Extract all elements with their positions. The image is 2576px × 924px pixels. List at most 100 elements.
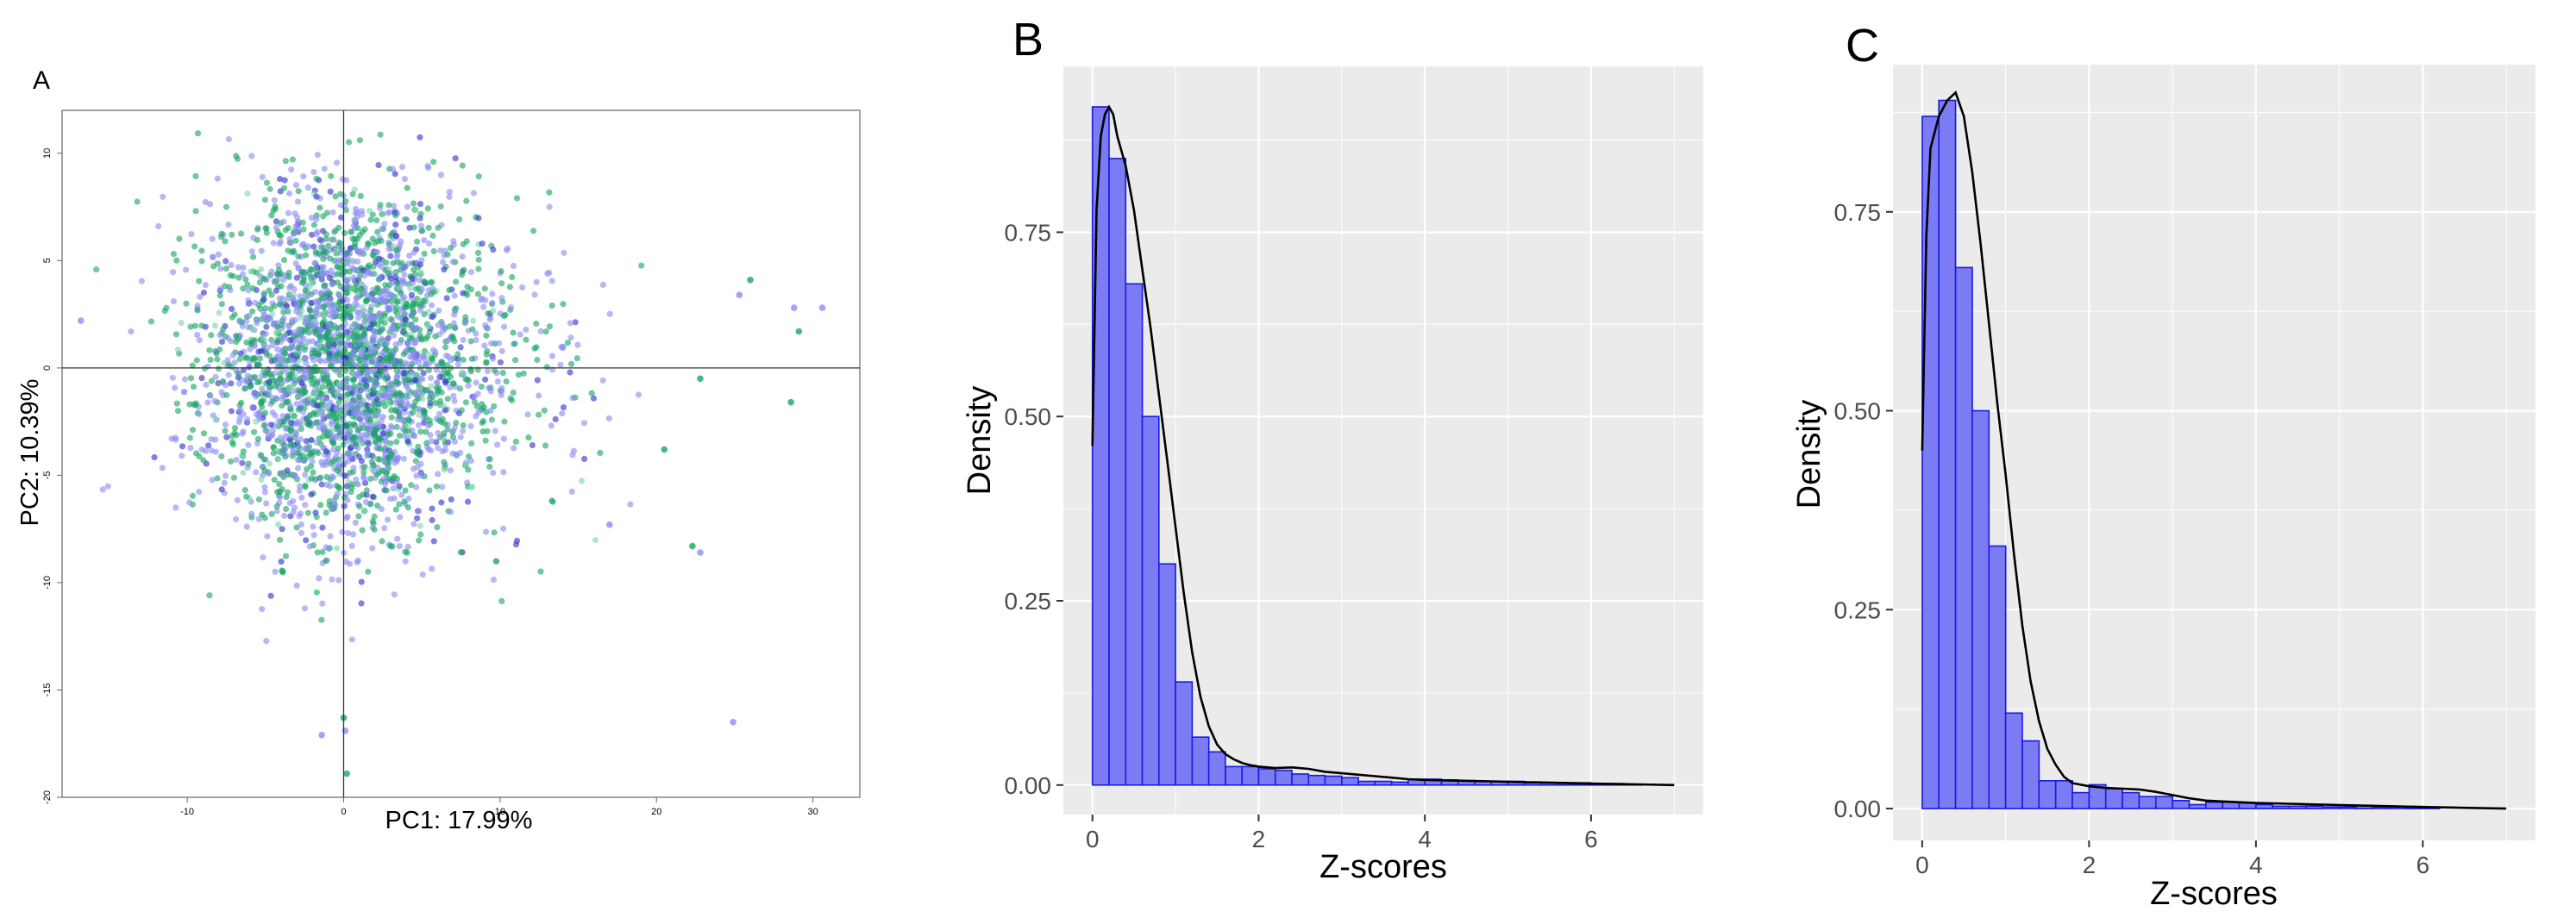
scatter-point (302, 287, 309, 294)
panel-b-y-ticks: 0.00 0.25 0.50 0.75 (1005, 219, 1063, 799)
scatter-point (326, 354, 333, 361)
scatter-point (430, 159, 437, 165)
scatter-point (416, 277, 423, 284)
scatter-point (286, 337, 293, 344)
scatter-point (500, 525, 507, 532)
scatter-point (282, 425, 290, 432)
scatter-point (434, 524, 441, 531)
scatter-point (268, 510, 275, 517)
scatter-point (279, 569, 286, 576)
scatter-point (263, 638, 270, 645)
scatter-point (259, 385, 266, 392)
scatter-point (260, 296, 267, 303)
scatter-point (404, 439, 411, 446)
scatter-point (324, 378, 331, 385)
scatter-point (334, 159, 341, 166)
scatter-point (333, 324, 340, 331)
scatter-point (170, 298, 178, 305)
scatter-point (360, 475, 367, 482)
scatter-point (536, 392, 542, 399)
scatter-point (240, 285, 247, 292)
scatter-point (457, 549, 464, 556)
scatter-point (288, 166, 295, 173)
scatter-point (305, 243, 312, 250)
scatter-point (369, 493, 376, 500)
scatter-point (328, 421, 335, 428)
scatter-point (207, 392, 214, 399)
scatter-point (277, 300, 284, 308)
scatter-point (356, 382, 363, 389)
scatter-point (189, 427, 197, 434)
scatter-point (560, 301, 567, 308)
scatter-point (294, 226, 301, 233)
scatter-point (335, 350, 342, 357)
scatter-point (303, 438, 310, 445)
scatter-point (259, 173, 266, 180)
scatter-point (353, 267, 360, 274)
scatter-point (187, 375, 195, 382)
scatter-point (351, 186, 358, 193)
y-tick-label: 0.00 (1005, 772, 1052, 799)
y-tick-label: -15 (42, 684, 53, 697)
scatter-point (172, 434, 179, 441)
scatter-point (189, 362, 196, 369)
scatter-point (423, 386, 429, 393)
scatter-point (456, 385, 464, 392)
scatter-point (274, 489, 281, 496)
scatter-point (421, 311, 428, 318)
scatter-point (391, 472, 398, 480)
scatter-point (208, 447, 215, 454)
scatter-point (354, 354, 361, 361)
scatter-point (537, 568, 544, 575)
scatter-point (429, 232, 436, 239)
scatter-point (254, 379, 261, 386)
panel-a-pca-scatter: A -10 0 10 20 30 10 5 0 -5 -10 -15 -20 PC1: 17.99%… (16, 66, 861, 834)
scatter-point (370, 319, 377, 327)
scatter-point (344, 513, 351, 520)
scatter-point (377, 446, 384, 453)
scatter-point (359, 304, 366, 311)
scatter-point (730, 719, 736, 726)
scatter-point (286, 329, 293, 336)
scatter-point (338, 407, 345, 414)
scatter-point (374, 411, 381, 418)
scatter-point (283, 357, 290, 364)
scatter-point (420, 370, 427, 377)
scatter-point (795, 328, 803, 335)
scatter-point (356, 412, 363, 419)
scatter-point (274, 337, 281, 344)
scatter-point (295, 443, 302, 450)
scatter-point (391, 332, 398, 339)
scatter-point (311, 386, 318, 393)
scatter-point (267, 592, 274, 599)
scatter-point (414, 515, 421, 521)
scatter-point (279, 446, 286, 453)
scatter-point (506, 284, 513, 290)
scatter-point (488, 340, 495, 346)
scatter-point (291, 472, 298, 479)
scatter-point (179, 453, 185, 459)
scatter-point (147, 318, 154, 325)
scatter-point (191, 243, 198, 250)
scatter-point (441, 266, 448, 273)
scatter-point (498, 597, 505, 605)
scatter-point (292, 182, 300, 189)
scatter-point (529, 441, 536, 449)
scatter-point (438, 499, 445, 506)
scatter-point (352, 440, 359, 447)
scatter-point (448, 509, 454, 515)
scatter-point (277, 371, 284, 378)
scatter-point (385, 246, 392, 253)
scatter-point (228, 380, 235, 387)
scatter-point (429, 278, 436, 286)
scatter-point (262, 409, 269, 416)
scatter-point (250, 253, 257, 260)
scatter-point (330, 446, 337, 453)
scatter-point (390, 259, 397, 266)
scatter-point (278, 559, 285, 565)
scatter-point (345, 529, 352, 537)
scatter-point (415, 421, 423, 428)
scatter-point (276, 232, 283, 239)
scatter-point (348, 636, 355, 643)
scatter-point (323, 367, 329, 374)
